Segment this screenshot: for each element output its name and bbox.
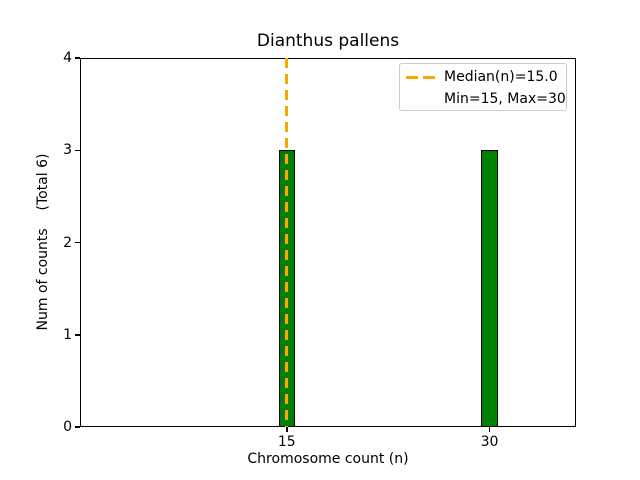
y-tick-mark (75, 334, 80, 336)
median-dashed-line-swatch (406, 75, 435, 79)
plot-area (80, 58, 576, 427)
legend-minmax-label: Min=15, Max=30 (444, 91, 566, 107)
median-line (285, 58, 289, 427)
y-tick-label: 2 (63, 234, 72, 251)
y-tick-label: 1 (63, 326, 72, 343)
y-tick-label: 3 (63, 142, 72, 159)
legend: Median(n)=15.0 Min=15, Max=30 (399, 63, 567, 111)
bar-n30 (481, 150, 498, 427)
x-axis-label: Chromosome count (n) (247, 451, 409, 467)
y-tick-label: 4 (63, 50, 72, 66)
legend-row-median: Median(n)=15.0 (406, 66, 566, 88)
chart-title: Dianthus pallens (256, 31, 400, 51)
x-tick-label: 15 (277, 434, 296, 450)
legend-empty-swatch (406, 98, 435, 101)
x-tick-label: 30 (480, 434, 499, 450)
x-tick-mark (286, 427, 288, 432)
legend-row-minmax: Min=15, Max=30 (406, 88, 566, 110)
legend-median-label: Median(n)=15.0 (444, 69, 558, 85)
y-tick-mark (75, 426, 80, 428)
x-tick-mark (488, 427, 491, 432)
y-tick-mark (75, 149, 80, 151)
y-tick-mark (75, 57, 80, 59)
y-tick-mark (75, 241, 80, 244)
y-tick-label: 0 (63, 419, 72, 435)
